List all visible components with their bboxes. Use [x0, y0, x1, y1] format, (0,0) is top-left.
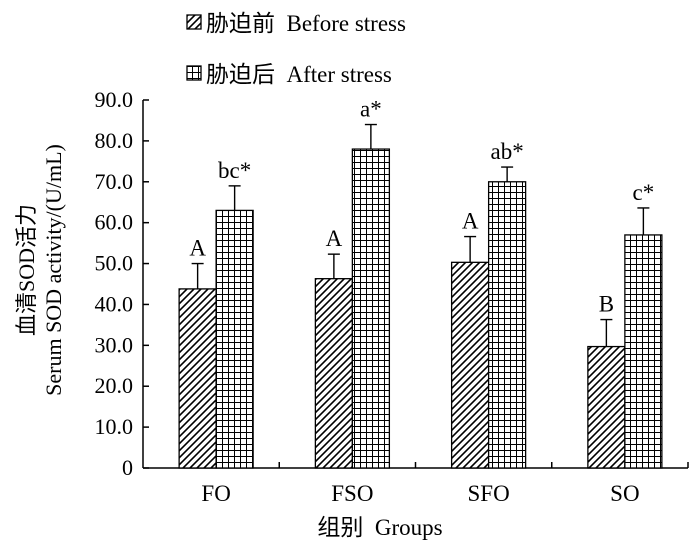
- significance-label: B: [599, 292, 614, 317]
- bar: [450, 261, 490, 469]
- x-ticks: FO FSO SFO SO: [201, 462, 689, 506]
- significance-label: A: [189, 236, 206, 261]
- x-axis-title: 组别 Groups: [317, 515, 442, 540]
- y-tick-label: 0: [122, 455, 133, 480]
- y-tick-label: 90.0: [95, 87, 134, 112]
- legend-label-after: 胁迫后 After stress: [206, 62, 392, 87]
- legend-swatch-before: [186, 14, 202, 30]
- legend-swatch-after: [186, 65, 202, 81]
- legend: 胁迫前 Before stress 胁迫后 After stress: [186, 11, 406, 87]
- bar: [215, 209, 254, 469]
- significance-label: A: [326, 226, 343, 251]
- y-tick-label: 40.0: [95, 291, 134, 316]
- y-tick-label: 20.0: [95, 373, 134, 398]
- y-tick-label: 50.0: [95, 251, 134, 276]
- y-tick-label: 70.0: [95, 169, 134, 194]
- y-axis-title-en: Serum SOD activity/(U/mL): [41, 144, 66, 396]
- significance-label: c*: [633, 180, 655, 205]
- bar: [178, 288, 217, 469]
- y-ticks: 0 10.0 20.0 30.0 40.0 50.0 60.0 70.0 80.0 90.0: [95, 87, 149, 480]
- x-tick-label: SO: [610, 481, 639, 506]
- bar: [351, 148, 391, 469]
- x-tick-label: FSO: [331, 481, 373, 506]
- legend-label-before: 胁迫前 Before stress: [206, 11, 406, 36]
- significance-label: bc*: [218, 158, 251, 183]
- bar: [587, 345, 626, 469]
- significance-label: a*: [360, 97, 382, 122]
- y-tick-label: 60.0: [95, 210, 134, 235]
- bars: Abc* Aa* Aab* Bc*: [178, 97, 663, 469]
- x-tick-label: SFO: [468, 481, 510, 506]
- bar: [314, 278, 354, 469]
- x-tick-label: FO: [201, 481, 230, 506]
- y-tick-label: 80.0: [95, 128, 134, 153]
- bar: [487, 181, 527, 469]
- y-tick-label: 10.0: [95, 414, 134, 439]
- y-axis-title: 血清SOD活力 Serum SOD activity/(U/mL): [14, 144, 66, 396]
- bar: [624, 234, 663, 469]
- significance-label: A: [462, 209, 479, 234]
- y-axis-title-cn: 血清SOD活力: [14, 204, 39, 336]
- y-tick-label: 30.0: [95, 332, 134, 357]
- significance-label: ab*: [491, 139, 524, 164]
